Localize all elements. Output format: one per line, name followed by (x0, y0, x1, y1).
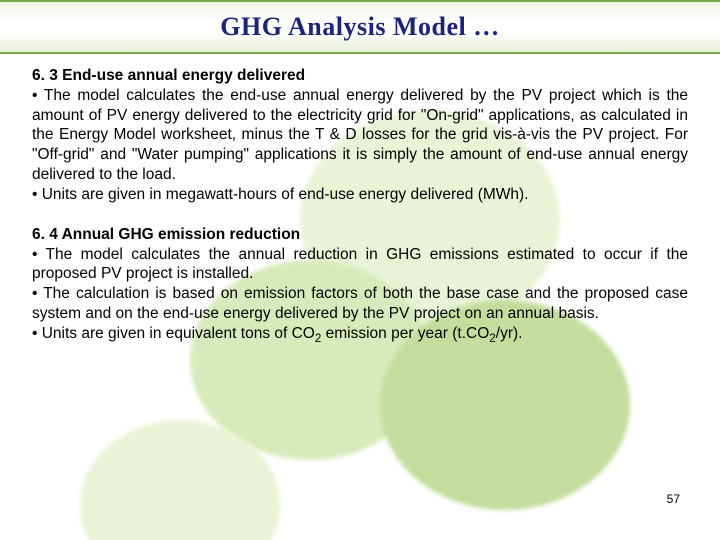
bullet-2-1: • The model calculates the annual reduct… (32, 245, 688, 285)
bullet-2-3: • Units are given in equivalent tons of … (32, 324, 688, 347)
bullet-1-2: • Units are given in megawatt-hours of e… (32, 185, 688, 205)
section-heading-1: 6. 3 End-use annual energy delivered (32, 66, 688, 86)
content-area: 6. 3 End-use annual energy delivered • T… (0, 54, 720, 347)
page-number: 57 (667, 492, 680, 506)
blob-4 (80, 420, 280, 540)
bullet-2-2: • The calculation is based on emission f… (32, 284, 688, 324)
title-bar: GHG Analysis Model … (0, 0, 720, 54)
section-heading-2: 6. 4 Annual GHG emission reduction (32, 225, 688, 245)
page-title: GHG Analysis Model … (220, 12, 499, 42)
bullet-1-1: • The model calculates the end-use annua… (32, 86, 688, 185)
